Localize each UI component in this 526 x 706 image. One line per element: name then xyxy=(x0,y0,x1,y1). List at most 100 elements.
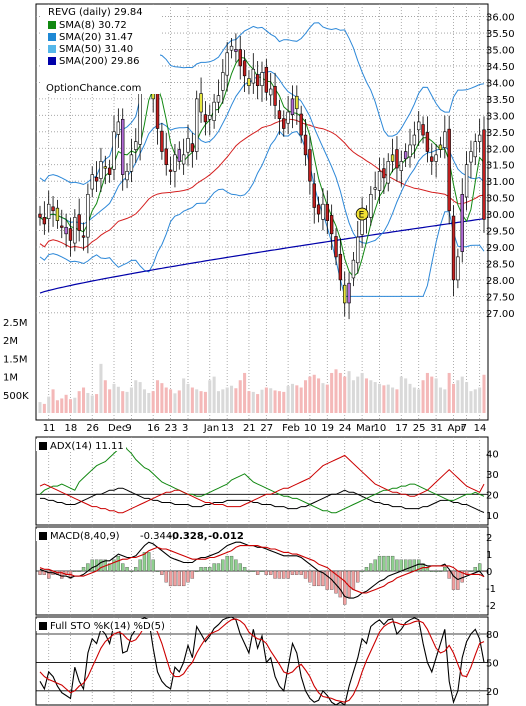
volume-bar xyxy=(399,376,403,413)
candle-body xyxy=(351,259,356,279)
candle-body xyxy=(77,214,81,231)
candle-body xyxy=(255,74,260,87)
volume-bar xyxy=(347,371,351,413)
macd-histogram-bar xyxy=(390,555,395,572)
macd-value: -0.012 xyxy=(208,531,244,542)
macd-histogram-bar xyxy=(364,567,369,572)
price-tick-label: 33.00 xyxy=(486,111,515,122)
volume-bar xyxy=(112,383,116,413)
candle-body xyxy=(303,134,308,156)
indicator-tick-label: -2 xyxy=(486,601,496,612)
macd-histogram-bar xyxy=(147,552,151,572)
x-axis-label: 18 xyxy=(64,423,77,434)
candle-body xyxy=(382,168,386,179)
x-axis-label: 21 xyxy=(243,423,256,434)
candle-body xyxy=(456,256,460,281)
volume-bar xyxy=(95,394,99,413)
volume-bar xyxy=(421,380,425,413)
x-axis-label: Apr xyxy=(448,423,466,434)
candle-body xyxy=(129,154,134,172)
volume-bar xyxy=(391,387,395,413)
macd-histogram-bar xyxy=(212,563,216,572)
volume-bar xyxy=(264,387,268,413)
macd-histogram-bar xyxy=(438,570,443,572)
candle-body xyxy=(221,72,225,91)
indicator-tick-label: 20 xyxy=(486,490,499,501)
volume-bar xyxy=(325,384,329,413)
candle-body xyxy=(81,235,86,238)
candle-body xyxy=(160,130,164,152)
macd-histogram-bar xyxy=(208,567,212,572)
volume-bar xyxy=(129,387,133,413)
macd-histogram-bar xyxy=(264,570,269,575)
volume-bar xyxy=(238,380,242,413)
candle-body xyxy=(412,134,417,146)
volume-tick-label: 1M xyxy=(3,373,18,384)
macd-label: MACD(8,40,9) xyxy=(50,531,120,542)
candle-body xyxy=(155,93,160,129)
volume-bar xyxy=(295,385,299,413)
candle-body xyxy=(325,203,329,221)
candle-body xyxy=(286,111,290,124)
candle-body xyxy=(208,115,212,120)
candle-body xyxy=(107,167,112,175)
legend-box xyxy=(42,6,160,94)
x-axis-label: 16 xyxy=(147,423,160,434)
volume-bar xyxy=(121,391,125,413)
candle-body xyxy=(225,52,229,76)
candle-body xyxy=(443,131,447,148)
candle-body xyxy=(186,138,190,153)
volume-bar xyxy=(108,389,112,413)
volume-bar xyxy=(373,382,377,413)
candle-body xyxy=(277,110,282,119)
volume-bar xyxy=(343,376,347,413)
price-tick-label: 31.50 xyxy=(486,161,515,172)
candle-body xyxy=(377,170,382,191)
macd-histogram-bar xyxy=(121,563,125,572)
volume-bar xyxy=(160,383,164,413)
price-tick-label: 33.50 xyxy=(486,95,515,106)
candle-body xyxy=(134,141,138,150)
x-axis-label: 25 xyxy=(413,423,426,434)
macd-histogram-bar xyxy=(434,570,438,572)
price-tick-label: 28.00 xyxy=(486,276,515,287)
candle-body xyxy=(238,49,242,67)
candle-body xyxy=(190,143,195,152)
macd-histogram-bar xyxy=(290,570,295,575)
volume-bar xyxy=(225,387,229,413)
candle-body xyxy=(438,144,443,150)
volume-bar xyxy=(277,391,281,413)
x-axis-label: 27 xyxy=(260,423,273,434)
macd-histogram-bar xyxy=(260,570,264,572)
volume-bar xyxy=(221,389,225,413)
candle-body xyxy=(216,95,221,103)
indicator-tick-label: 40 xyxy=(486,449,499,460)
candle-body xyxy=(312,183,316,208)
candle-body xyxy=(316,204,321,215)
volume-bar xyxy=(82,387,86,413)
candle-body xyxy=(42,217,47,225)
candle-body xyxy=(86,194,90,238)
macd-histogram-bar xyxy=(277,570,282,579)
macd-histogram-bar xyxy=(443,567,447,572)
candle-body xyxy=(334,236,338,258)
legend-swatch xyxy=(48,21,56,29)
adx-series-line xyxy=(40,487,485,513)
x-axis-label: 31 xyxy=(430,423,443,434)
macd-histogram-bar xyxy=(60,570,64,579)
volume-bar xyxy=(330,372,334,413)
candle-body xyxy=(125,170,129,181)
volume-bar xyxy=(317,378,321,413)
candle-body xyxy=(473,141,477,158)
macd-histogram-bar xyxy=(373,559,377,572)
legend-swatch xyxy=(48,45,56,53)
volume-bar xyxy=(460,376,464,413)
price-tick-label: 32.00 xyxy=(486,144,515,155)
macd-histogram-bar xyxy=(321,570,325,587)
candle-body xyxy=(273,86,277,106)
macd-histogram-bar xyxy=(116,555,121,572)
macd-histogram-bar xyxy=(234,559,238,572)
macd-histogram-bar xyxy=(456,570,460,590)
volume-bar xyxy=(234,388,238,413)
volume-bar xyxy=(42,403,46,413)
